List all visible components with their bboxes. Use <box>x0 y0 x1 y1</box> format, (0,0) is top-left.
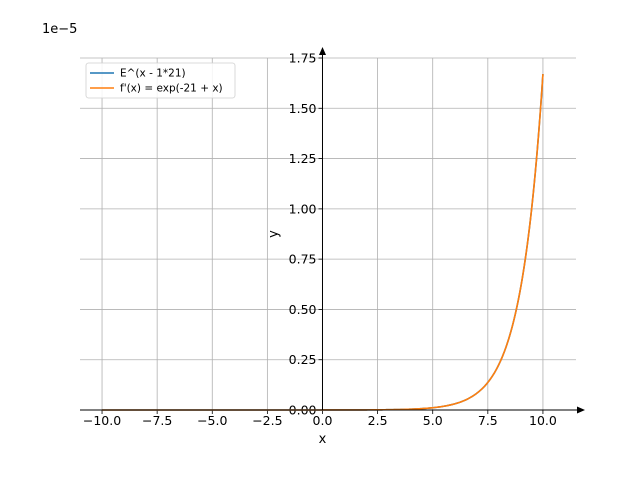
x-axis-label: x <box>319 432 327 447</box>
x-tick-label: −5.0 <box>197 413 227 428</box>
legend-box <box>85 62 236 99</box>
y-tick-label: 0.50 <box>289 302 317 317</box>
y-tick-label: 1.25 <box>289 151 317 166</box>
y-tick-label: 1.50 <box>289 101 317 116</box>
grid-lines <box>80 57 576 411</box>
y-axis-label: y <box>266 230 281 238</box>
legend: E^(x - 1*21) f'(x) = exp(-21 + x) <box>85 62 236 99</box>
x-tick-label: 2.5 <box>368 413 388 428</box>
x-tick-label: 5.0 <box>423 413 443 428</box>
x-tick-label: −10.0 <box>83 413 121 428</box>
y-tick-label: 0.75 <box>289 252 317 267</box>
x-tick-label: 10.0 <box>529 413 557 428</box>
legend-label: f'(x) = exp(-21 + x) <box>120 83 223 95</box>
y-axis-ticks: 0.000.250.500.751.001.251.501.75 <box>289 51 323 418</box>
y-tick-label: 1.00 <box>289 201 317 216</box>
y-axis-offset-label: 1e−5 <box>42 22 77 37</box>
x-tick-label: 7.5 <box>478 413 498 428</box>
legend-label: E^(x - 1*21) <box>120 68 186 80</box>
y-tick-label: 0.25 <box>289 352 317 367</box>
x-tick-label: −7.5 <box>142 413 172 428</box>
axes <box>80 47 585 414</box>
x-tick-label: 0.0 <box>313 413 333 428</box>
y-tick-label: 1.75 <box>289 51 317 66</box>
y-axis-arrow <box>318 47 326 55</box>
x-tick-label: −2.5 <box>252 413 282 428</box>
x-axis-arrow <box>577 406 585 414</box>
x-axis-ticks: −10.0 −7.5 −5.0 −2.5 0.0 2.5 5.0 7.5 10.0 <box>83 410 557 428</box>
